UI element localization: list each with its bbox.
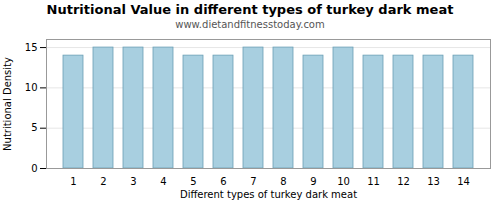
svg-text:9: 9 (310, 176, 316, 187)
svg-text:Nutritional Density: Nutritional Density (2, 57, 13, 151)
svg-text:8: 8 (280, 176, 286, 187)
svg-text:3: 3 (130, 176, 136, 187)
svg-text:1: 1 (70, 176, 76, 187)
svg-text:6: 6 (220, 176, 226, 187)
svg-text:Different types of turkey dark: Different types of turkey dark meat (180, 189, 357, 200)
svg-text:2: 2 (100, 176, 106, 187)
svg-text:12: 12 (397, 176, 410, 187)
html-text:Nutritional Value in different: Nutritional Value in different types of … (46, 2, 454, 17)
svg-text:0: 0 (31, 163, 37, 174)
svg-text:14: 14 (457, 176, 470, 187)
svg-text:10: 10 (337, 176, 350, 187)
svg-text:5: 5 (31, 122, 37, 133)
svg-text:5: 5 (190, 176, 196, 187)
svg-text:15: 15 (25, 42, 38, 53)
svg-text:11: 11 (367, 176, 380, 187)
html-text:www.dietandfitnesstoday.com: www.dietandfitnesstoday.com (175, 19, 325, 30)
svg-text:10: 10 (25, 82, 38, 93)
svg-text:13: 13 (427, 176, 440, 187)
svg-text:7: 7 (250, 176, 256, 187)
svg-text:4: 4 (160, 176, 166, 187)
